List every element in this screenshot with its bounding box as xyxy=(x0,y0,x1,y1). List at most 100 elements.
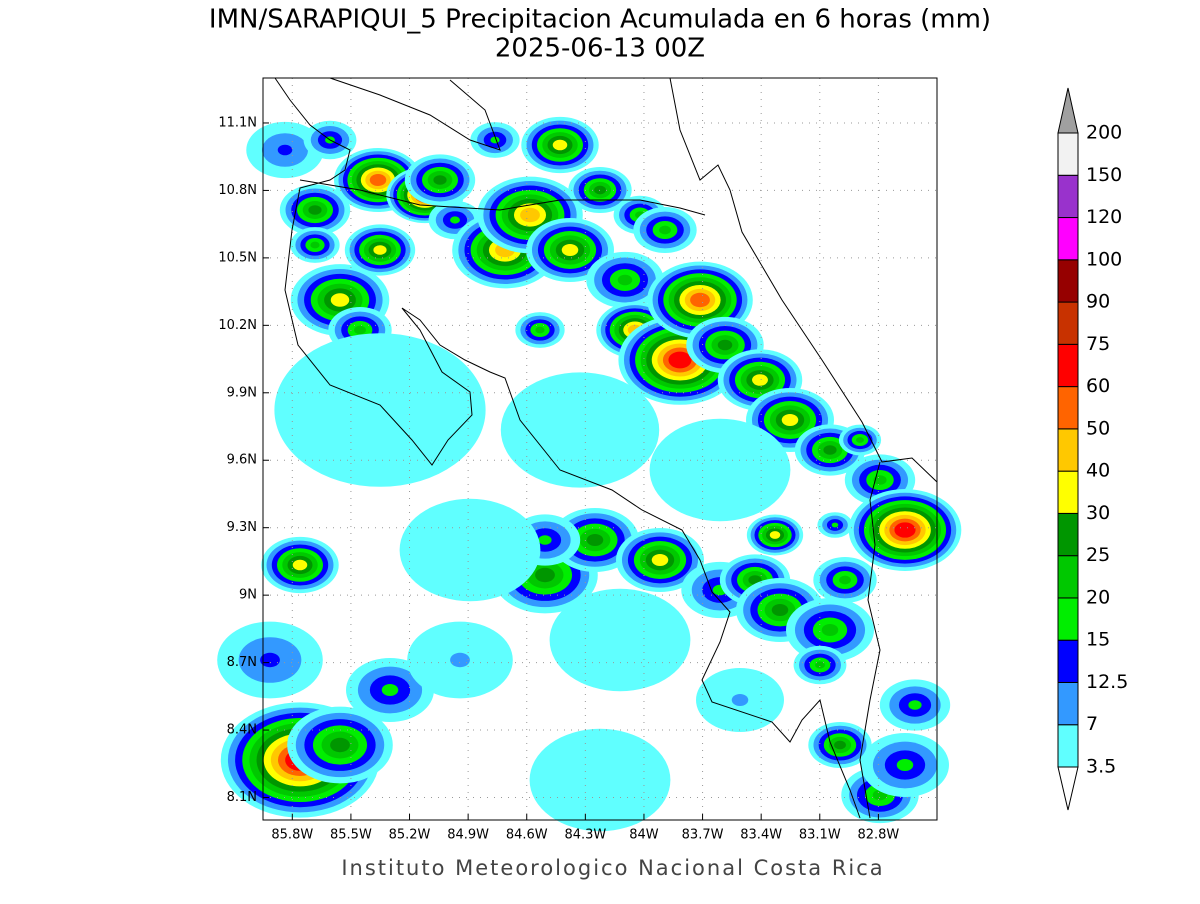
precip-contour xyxy=(894,522,916,538)
precip-contour xyxy=(769,531,781,539)
precip-contour xyxy=(617,274,633,286)
precip-contour xyxy=(330,737,350,753)
precip-contour xyxy=(310,241,320,249)
colorbar-label: 90 xyxy=(1086,291,1110,313)
x-tick-label: 85.8W xyxy=(271,828,313,843)
precip-contour xyxy=(538,535,552,545)
y-tick-label: 9.9N xyxy=(227,385,257,400)
colorbar-label: 20 xyxy=(1086,586,1110,608)
colorbar-segment xyxy=(1057,681,1079,726)
colorbar-segment xyxy=(1057,555,1079,599)
border xyxy=(299,179,706,216)
precip-contour xyxy=(369,174,387,186)
precip-contour xyxy=(668,351,692,369)
map-frame xyxy=(262,77,938,821)
colorbar-label: 30 xyxy=(1086,502,1110,524)
colorbar-segment xyxy=(1057,512,1079,557)
colorbar-label: 75 xyxy=(1086,333,1110,355)
colorbar-segment xyxy=(1057,174,1079,219)
precip-contour xyxy=(308,205,322,215)
colorbar-label: 40 xyxy=(1086,460,1110,482)
colorbar-segment xyxy=(1057,639,1079,683)
colorbar-under xyxy=(1057,766,1079,811)
border xyxy=(859,461,881,819)
precip-contour xyxy=(292,559,308,571)
precip-contour xyxy=(535,567,555,583)
precip-contour xyxy=(651,554,669,566)
precip-contour xyxy=(450,652,470,668)
precip-contour xyxy=(781,414,799,426)
colorbar-over xyxy=(1057,87,1079,134)
colorbar-label: 7 xyxy=(1086,713,1098,735)
precip-contour xyxy=(520,207,540,223)
x-tick-label: 85.5W xyxy=(330,828,372,843)
precipitation xyxy=(217,116,962,832)
footer: Instituto Meteorologico Nacional Costa R… xyxy=(341,856,884,880)
colorbar-label: 60 xyxy=(1086,375,1110,397)
precip-contour xyxy=(834,740,846,750)
x-tick-label: 85.2W xyxy=(389,828,431,843)
precip-contour xyxy=(821,624,839,636)
precip-contour xyxy=(908,700,922,710)
precip-contour xyxy=(896,759,914,771)
precip-contour xyxy=(549,588,691,692)
colorbar-segment xyxy=(1057,386,1079,430)
precip-contour xyxy=(586,534,604,546)
y-tick-label: 10.8N xyxy=(218,183,257,198)
colorbar-segment xyxy=(1057,132,1079,176)
x-tick-label: 84.6W xyxy=(506,828,548,843)
colorbar-label: 15 xyxy=(1086,629,1110,651)
precip-contour xyxy=(831,522,839,528)
colorbar-segment xyxy=(1057,301,1079,345)
y-tick-label: 8.7N xyxy=(227,655,257,670)
precip-contour xyxy=(529,728,671,832)
x-tick-label: 84.3W xyxy=(564,828,606,843)
x-tick-label: 84W xyxy=(629,828,659,843)
precip-contour xyxy=(500,372,660,488)
precip-contour xyxy=(873,475,887,485)
colorbar-label: 25 xyxy=(1086,544,1110,566)
y-tick-label: 9.3N xyxy=(227,520,257,535)
precip-contour xyxy=(433,175,447,185)
precip-contour xyxy=(260,652,280,668)
lake xyxy=(329,77,501,151)
precip-contour xyxy=(381,684,399,696)
y-tick-label: 8.4N xyxy=(227,723,257,738)
colorbar-segment xyxy=(1057,724,1079,768)
precip-contour xyxy=(274,333,486,487)
precip-contour xyxy=(771,604,789,616)
map-subtitle: 2025-06-13 00Z xyxy=(495,34,705,64)
map-title: IMN/SARAPIQUI_5 Precipitacion Acumulada … xyxy=(209,5,991,35)
colorbar-label: 3.5 xyxy=(1086,756,1116,778)
x-tick-label: 82.8W xyxy=(857,828,899,843)
colorbar-segment xyxy=(1057,428,1079,472)
x-tick-label: 83.7W xyxy=(682,828,724,843)
coastlines xyxy=(274,77,938,819)
y-tick-label: 10.2N xyxy=(218,318,257,333)
precip-contour xyxy=(823,445,837,455)
precip-contour xyxy=(731,694,749,706)
colorbar-label: 150 xyxy=(1086,164,1122,186)
x-tick-label: 83.4W xyxy=(740,828,782,843)
precip-contour xyxy=(649,418,791,522)
x-tick-label: 84.9W xyxy=(447,828,489,843)
colorbar-segment xyxy=(1057,343,1079,388)
precip-contour xyxy=(354,325,366,335)
x-tick-label: 83.1W xyxy=(799,828,841,843)
colorbar-segment xyxy=(1057,217,1079,261)
colorbar-segment xyxy=(1057,470,1079,514)
coastline xyxy=(274,77,861,819)
precip-contour xyxy=(717,339,733,351)
colorbar-segment xyxy=(1057,259,1079,303)
y-tick-label: 11.1N xyxy=(218,115,257,130)
precip-contour xyxy=(535,326,545,334)
precip-contour xyxy=(752,374,768,386)
colorbar-label: 100 xyxy=(1086,248,1122,270)
precip-contour xyxy=(561,244,579,256)
colorbar-label: 50 xyxy=(1086,417,1110,439)
y-tick-label: 10.5N xyxy=(218,250,257,265)
colorbar-label: 200 xyxy=(1086,122,1122,144)
precip-contour xyxy=(330,293,350,307)
y-tick-label: 9N xyxy=(239,588,257,603)
